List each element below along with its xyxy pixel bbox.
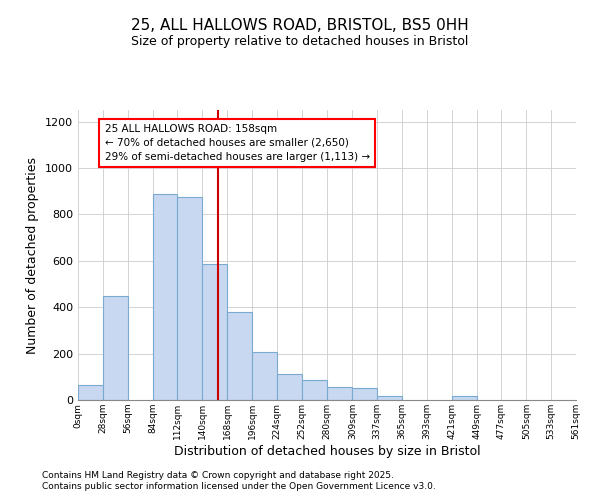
Text: 25, ALL HALLOWS ROAD, BRISTOL, BS5 0HH: 25, ALL HALLOWS ROAD, BRISTOL, BS5 0HH <box>131 18 469 32</box>
Bar <box>326 387 352 400</box>
Bar <box>178 197 202 400</box>
Bar <box>452 396 476 400</box>
X-axis label: Distribution of detached houses by size in Bristol: Distribution of detached houses by size … <box>173 444 481 458</box>
Text: Contains public sector information licensed under the Open Government Licence v3: Contains public sector information licen… <box>42 482 436 491</box>
Bar <box>78 385 103 400</box>
Bar <box>377 396 402 400</box>
Y-axis label: Number of detached properties: Number of detached properties <box>26 156 40 354</box>
Text: Contains HM Land Registry data © Crown copyright and database right 2025.: Contains HM Land Registry data © Crown c… <box>42 471 394 480</box>
Text: Size of property relative to detached houses in Bristol: Size of property relative to detached ho… <box>131 35 469 48</box>
Bar <box>277 374 302 400</box>
Bar <box>352 388 377 400</box>
Bar <box>202 264 227 400</box>
Bar <box>152 194 178 400</box>
Text: 25 ALL HALLOWS ROAD: 158sqm
← 70% of detached houses are smaller (2,650)
29% of : 25 ALL HALLOWS ROAD: 158sqm ← 70% of det… <box>104 124 370 162</box>
Bar <box>252 352 277 400</box>
Bar <box>227 312 252 400</box>
Bar <box>302 380 326 400</box>
Bar <box>103 296 128 400</box>
